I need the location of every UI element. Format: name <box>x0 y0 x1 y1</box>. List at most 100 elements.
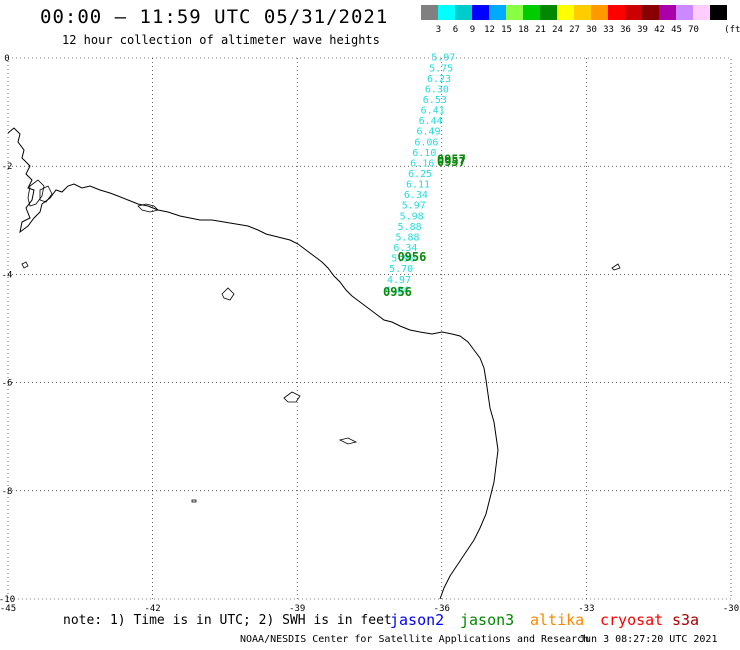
island-3 <box>283 391 301 403</box>
island-4 <box>338 437 358 445</box>
wave-height-label: 6.41 <box>421 106 445 117</box>
y-tick-label: -6 <box>2 379 13 389</box>
wave-height-label: 6.06 <box>414 137 438 148</box>
legend-swatch <box>710 5 727 20</box>
wave-height-label: 6.53 <box>423 95 447 106</box>
wave-height-label: 6.49 <box>416 127 440 138</box>
legend-level-label: 70 <box>688 25 699 35</box>
wave-height-label: 6.30 <box>425 84 449 95</box>
legend-level-label: 3 <box>435 25 442 35</box>
wave-height-label: 5.75 <box>429 63 453 74</box>
island-2 <box>221 287 235 301</box>
wave-height-label: 5.97 <box>402 201 426 212</box>
wave-height-label: 6.23 <box>427 74 451 85</box>
x-tick-label: -33 <box>578 604 594 614</box>
legend-swatch <box>472 5 489 20</box>
x-tick-label: -30 <box>723 604 739 614</box>
legend-altika: altika <box>530 611 585 629</box>
legend-jason3: jason3 <box>460 611 515 629</box>
legend-swatch <box>608 5 625 20</box>
map-subtitle: 12 hour collection of altimeter wave hei… <box>62 33 380 47</box>
legend-level-label: 6 <box>452 25 459 35</box>
legend-swatch <box>421 5 438 20</box>
wave-height-label: 6.34 <box>393 243 417 254</box>
y-tick-label: 0 <box>4 54 9 64</box>
legend-jason2: jason2 <box>390 611 445 629</box>
x-tick-label: -39 <box>289 604 305 614</box>
island-6 <box>21 261 29 269</box>
legend-swatch <box>659 5 676 20</box>
y-tick-label: -2 <box>2 162 13 172</box>
island-7 <box>191 499 197 503</box>
pass-time-label: 0957 <box>437 152 466 166</box>
wave-height-label: 4.97 <box>387 275 411 286</box>
legend-swatch <box>574 5 591 20</box>
legend-level-label: 45 <box>671 25 682 35</box>
legend-swatch <box>676 5 693 20</box>
x-tick-label: -42 <box>144 604 160 614</box>
wave-height-label: 4.04 <box>385 285 409 296</box>
map-frame <box>7 57 732 600</box>
y-tick-label: -4 <box>2 270 13 280</box>
legend-swatch <box>557 5 574 20</box>
credit-line: NOAA/NESDIS Center for Satellite Applica… <box>240 634 590 645</box>
legend-level-label: 15 <box>501 25 512 35</box>
footer-note: note: 1) Time is in UTC; 2) SWH is in fe… <box>63 613 392 628</box>
legend-s3a: s3a <box>672 611 700 629</box>
wave-height-label: 5.98 <box>400 211 424 222</box>
wave-height-label: 6.16 <box>410 158 434 169</box>
legend-level-label: 36 <box>620 25 631 35</box>
legend-swatch <box>693 5 710 20</box>
legend-level-label: 30 <box>586 25 597 35</box>
legend-swatch <box>438 5 455 20</box>
updated-timestamp: Jun 3 08:27:20 UTC 2021 <box>579 634 718 645</box>
legend-swatch <box>489 5 506 20</box>
wave-height-label: 5.88 <box>395 232 419 243</box>
x-axis-ticks: -45 -42 -39 -36 -33 -30 <box>0 604 739 614</box>
pass-time-label: 0956 <box>397 250 426 264</box>
wave-height-label: 6.10 <box>412 148 436 159</box>
legend-level-label: 9 <box>469 25 476 35</box>
wave-height-label: 6.44 <box>419 116 443 127</box>
legend-swatch <box>591 5 608 20</box>
wave-height-label: 5.70 <box>389 264 413 275</box>
legend-cryosat: cryosat <box>600 611 664 629</box>
legend-swatch <box>455 5 472 20</box>
island-delta-1 <box>27 179 45 207</box>
wave-height-label: 5.97 <box>431 53 455 64</box>
wave-height-label: 5.88 <box>398 222 422 233</box>
wave-height-label: 6.25 <box>408 169 432 180</box>
pass-time-label: 0957 <box>437 155 466 169</box>
pass-time-label: 0956 <box>383 285 412 299</box>
x-tick-label: -36 <box>434 604 450 614</box>
island-delta-2 <box>39 185 53 203</box>
island-5 <box>611 263 621 271</box>
legend-level-label: 33 <box>603 25 614 35</box>
legend-level-label: 21 <box>535 25 546 35</box>
y-tick-label: -8 <box>2 487 13 497</box>
map-gridlines <box>8 58 731 599</box>
legend-level-label: 42 <box>654 25 665 35</box>
legend-swatch <box>540 5 557 20</box>
coastline <box>7 127 499 600</box>
legend-swatch <box>523 5 540 20</box>
legend-level-label: 12 <box>484 25 495 35</box>
legend-swatch <box>625 5 642 20</box>
map-title: 00:00 – 11:59 UTC 05/31/2021 <box>40 6 389 28</box>
legend-level-label: 24 <box>552 25 563 35</box>
y-axis-ticks: 0 -2 -4 -6 -8 -10 <box>0 54 15 605</box>
legend-level-label: 39 <box>637 25 648 35</box>
island-1 <box>137 203 159 213</box>
wave-height-labels: 5.975.756.236.306.536.416.446.496.066.10… <box>385 53 455 297</box>
legend-swatch <box>506 5 523 20</box>
legend-level-label: 18 <box>518 25 529 35</box>
y-tick-label: -10 <box>0 595 15 605</box>
legend-swatch <box>642 5 659 20</box>
wave-height-label: 6.11 <box>406 180 430 191</box>
wave-height-label: 6.34 <box>404 190 428 201</box>
legend-level-label: 27 <box>569 25 580 35</box>
legend-unit: (ft) <box>724 25 740 35</box>
wave-height-label: 5.90 <box>391 254 415 265</box>
